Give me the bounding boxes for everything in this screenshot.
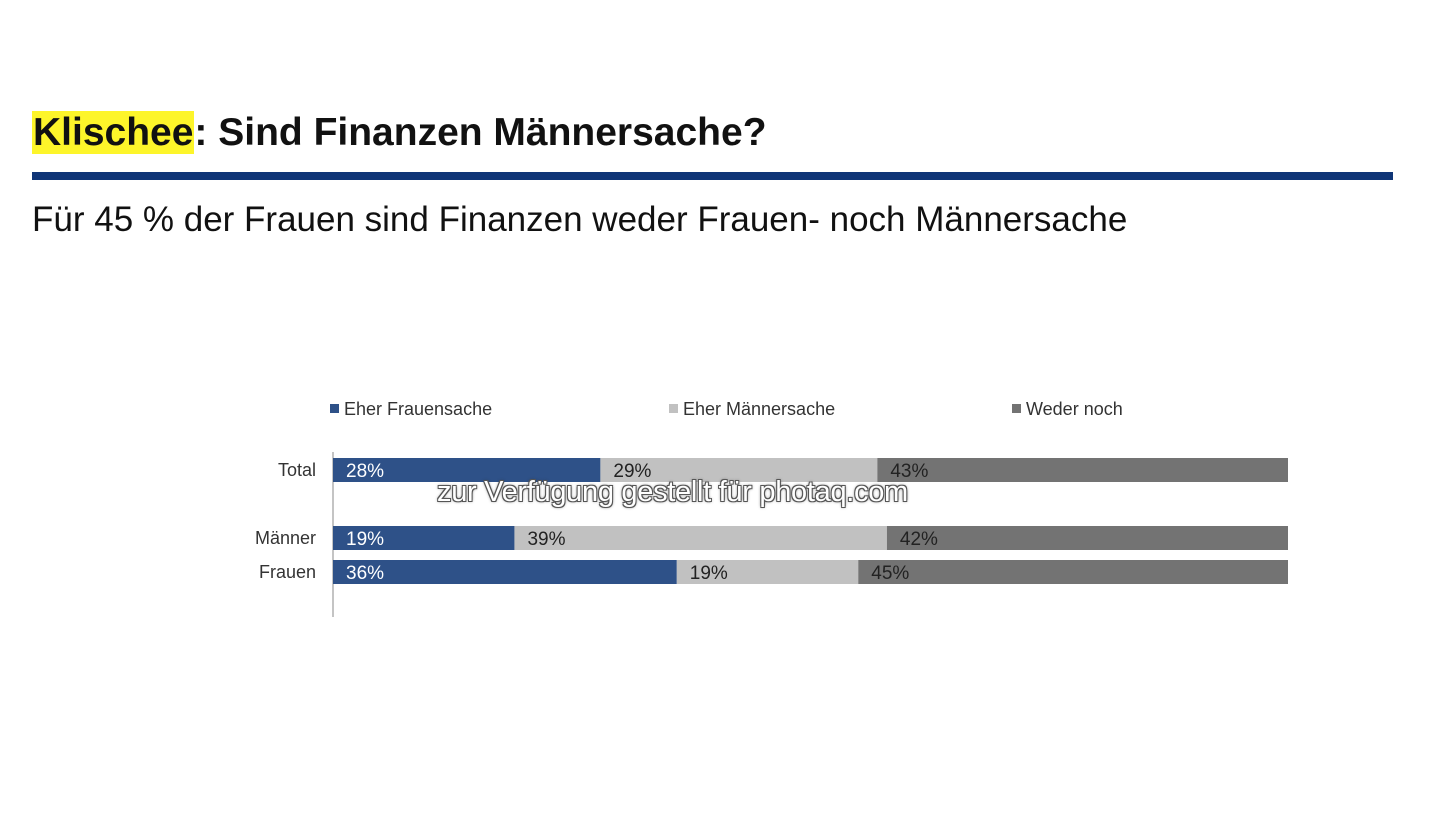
bar-frauen-eher-maennersache — [676, 560, 859, 584]
title-divider — [32, 172, 1393, 180]
bar-total-weder-noch — [877, 458, 1288, 482]
legend-swatch-eher-maennersache — [669, 404, 678, 413]
legend-swatch-weder-noch — [1012, 404, 1021, 413]
bar-maenner-weder-noch — [886, 526, 1288, 550]
category-label-total: Total — [278, 460, 316, 480]
title-highlight: Klischee — [32, 111, 195, 154]
data-label-maenner-eher-maennersache: 39% — [527, 529, 565, 550]
bar-frauen-eher-frauensache — [333, 560, 677, 584]
legend-swatch-eher-frauensache — [330, 404, 339, 413]
title-rest: : Sind Finanzen Männersache? — [194, 111, 767, 154]
data-label-frauen-eher-frauensache: 36% — [346, 563, 384, 584]
slide-subtitle: Für 45 % der Frauen sind Finanzen weder … — [32, 200, 1128, 239]
data-label-frauen-eher-maennersache: 19% — [690, 563, 728, 584]
slide-title: Klischee: Sind Finanzen Männersache? — [32, 108, 767, 158]
bar-maenner-eher-maennersache — [514, 526, 887, 550]
watermark: zur Verfügung gestellt für photaq.com — [437, 476, 908, 508]
data-label-total-weder-noch: 43% — [890, 461, 928, 482]
category-label-maenner: Männer — [255, 528, 316, 548]
data-label-total-eher-maennersache: 29% — [613, 461, 651, 482]
bar-total-eher-maennersache — [600, 458, 878, 482]
category-label-frauen: Frauen — [259, 562, 316, 582]
legend-label-eher-frauensache: Eher Frauensache — [344, 399, 492, 419]
data-label-total-eher-frauensache: 28% — [346, 461, 384, 482]
data-label-maenner-eher-frauensache: 19% — [346, 529, 384, 550]
data-label-maenner-weder-noch: 42% — [900, 529, 938, 550]
bar-frauen-weder-noch — [858, 560, 1288, 584]
bar-total-eher-frauensache — [333, 458, 601, 482]
legend-label-eher-maennersache: Eher Männersache — [683, 399, 835, 419]
data-label-frauen-weder-noch: 45% — [871, 563, 909, 584]
bar-maenner-eher-frauensache — [333, 526, 515, 550]
legend-label-weder-noch: Weder noch — [1026, 399, 1123, 419]
